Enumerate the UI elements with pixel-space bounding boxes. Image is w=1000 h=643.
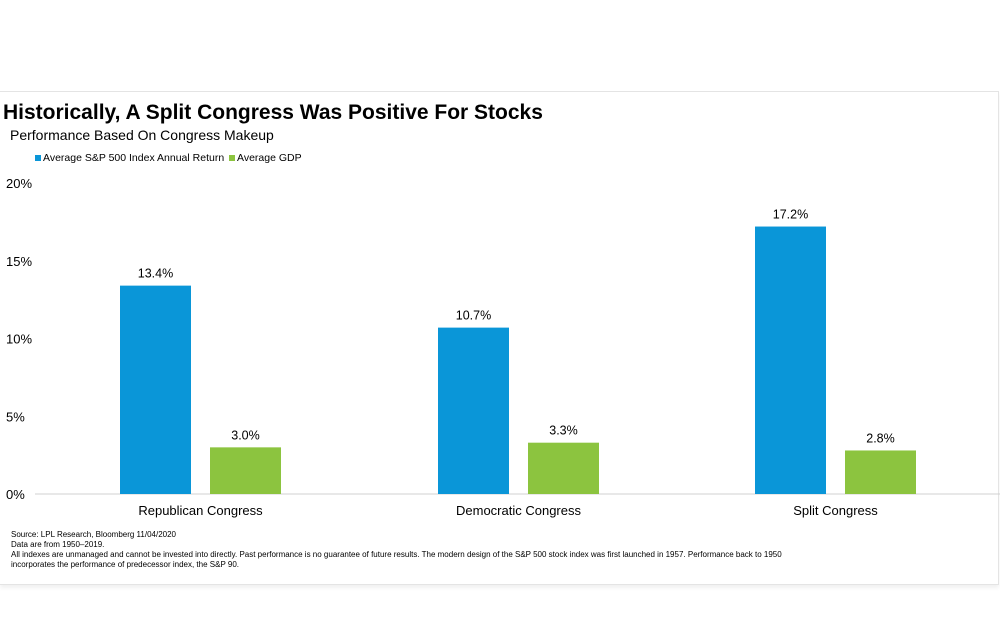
legend-label: Average GDP — [237, 152, 302, 164]
legend-label: Average S&P 500 Index Annual Return — [43, 152, 225, 164]
y-tick-label: 5% — [6, 409, 25, 424]
chart-subtitle: Performance Based On Congress Makeup — [10, 127, 274, 143]
y-tick-label: 15% — [6, 254, 32, 269]
data-label: 3.0% — [231, 428, 260, 442]
chart-footer: Source: LPL Research, Bloomberg 11/04/20… — [11, 530, 782, 570]
bar-gdp — [845, 450, 916, 494]
x-tick-label: Split Congress — [793, 503, 878, 518]
legend-item-gdp: Average GDP — [229, 152, 302, 164]
legend-swatch-green — [229, 155, 235, 161]
data-label: 13.4% — [138, 267, 173, 281]
x-tick-label: Democratic Congress — [456, 503, 581, 518]
bar-gdp — [210, 447, 281, 494]
source-note: Source: LPL Research, Bloomberg 11/04/20… — [11, 530, 176, 539]
bar-sp500 — [438, 327, 509, 494]
y-tick-label: 20% — [6, 176, 32, 191]
disclaimer-line-2: incorporates the performance of predeces… — [11, 560, 239, 569]
bar-gdp — [528, 442, 599, 494]
legend-swatch-blue — [35, 155, 41, 161]
bar-sp500 — [120, 285, 191, 494]
data-label: 2.8% — [866, 431, 895, 445]
x-tick-label: Republican Congress — [138, 503, 263, 518]
data-label: 17.2% — [773, 208, 808, 222]
y-tick-label: 0% — [6, 487, 25, 502]
data-label: 3.3% — [549, 424, 578, 438]
data-label: 10.7% — [456, 309, 491, 323]
bar-sp500 — [755, 226, 826, 495]
chart-title: Historically, A Split Congress Was Posit… — [3, 101, 543, 124]
y-tick-label: 10% — [6, 332, 32, 347]
disclaimer-line-1: All indexes are unmanaged and cannot be … — [11, 550, 782, 559]
data-range-note: Data are from 1950–2019. — [11, 540, 105, 549]
legend-item-sp500: Average S&P 500 Index Annual Return — [35, 152, 224, 164]
